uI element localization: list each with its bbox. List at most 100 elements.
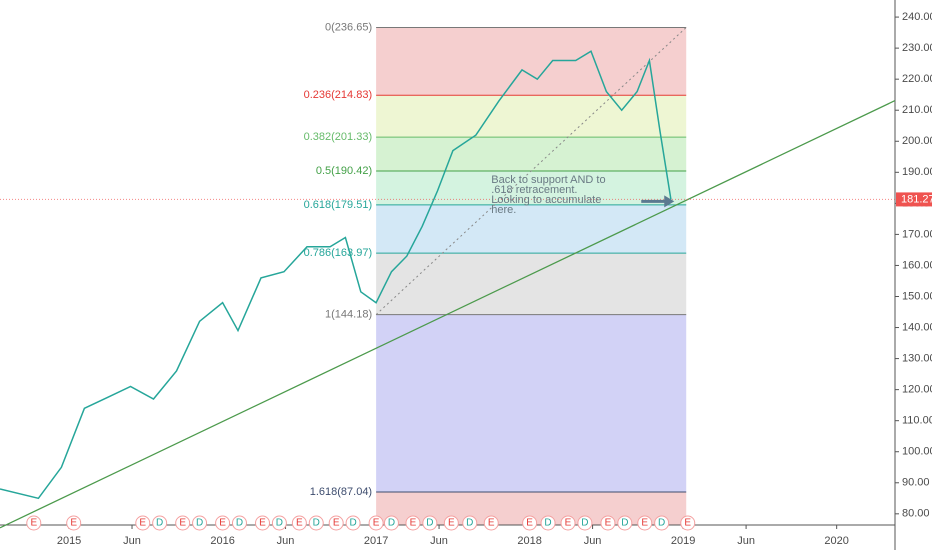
event-label: D bbox=[313, 518, 320, 529]
event-marker: E bbox=[135, 515, 151, 531]
event-circle bbox=[680, 515, 696, 531]
event-marker: E bbox=[600, 515, 616, 531]
event-circle bbox=[192, 515, 208, 531]
fib-label: 0.382(201.33) bbox=[304, 131, 373, 143]
y-tick-label: 100.00 bbox=[902, 446, 932, 458]
event-marker: E bbox=[26, 515, 42, 531]
y-tick-label: 190.00 bbox=[902, 166, 932, 178]
y-tick-label: 80.00 bbox=[902, 508, 930, 520]
event-circle bbox=[66, 515, 82, 531]
event-circle bbox=[215, 515, 231, 531]
fib-label: 1.618(87.04) bbox=[310, 486, 372, 498]
event-label: E bbox=[684, 518, 691, 529]
fib-band bbox=[376, 314, 687, 492]
event-label: D bbox=[658, 518, 665, 529]
y-tick-label: 200.00 bbox=[902, 135, 932, 147]
event-marker: D bbox=[540, 515, 556, 531]
event-circle bbox=[654, 515, 670, 531]
event-circle bbox=[328, 515, 344, 531]
event-marker: E bbox=[291, 515, 307, 531]
fib-band bbox=[376, 137, 687, 172]
y-tick-label: 230.00 bbox=[902, 42, 932, 54]
event-marker: E bbox=[175, 515, 191, 531]
y-tick-label: 220.00 bbox=[902, 73, 932, 85]
event-marker: D bbox=[654, 515, 670, 531]
x-tick-label: Jun bbox=[737, 535, 755, 547]
y-tick-label: 240.00 bbox=[902, 11, 932, 23]
x-tick-label: Jun bbox=[123, 535, 141, 547]
event-circle bbox=[255, 515, 271, 531]
event-marker: E bbox=[368, 515, 384, 531]
fib-label: 1(144.18) bbox=[325, 308, 372, 320]
x-tick-label: 2017 bbox=[364, 535, 388, 547]
event-label: D bbox=[388, 518, 395, 529]
price-line bbox=[0, 50, 672, 500]
trend-line bbox=[0, 100, 896, 529]
event-circle bbox=[637, 515, 653, 531]
event-label: E bbox=[219, 518, 226, 529]
fib-label: 0.5(190.42) bbox=[316, 165, 372, 177]
event-label: E bbox=[373, 518, 380, 529]
current-price-box bbox=[896, 192, 932, 207]
event-label: E bbox=[448, 518, 455, 529]
x-tick-label: Jun bbox=[430, 535, 448, 547]
event-marker: E bbox=[328, 515, 344, 531]
fib-band bbox=[376, 253, 687, 315]
fib-label: 0.618(179.51) bbox=[304, 199, 373, 211]
event-label: D bbox=[349, 518, 356, 529]
y-tick-label: 110.00 bbox=[902, 415, 932, 427]
x-tick-label: 2020 bbox=[824, 535, 848, 547]
annotation-arrow-head bbox=[664, 195, 675, 208]
event-circle bbox=[308, 515, 324, 531]
event-label: E bbox=[333, 518, 340, 529]
event-marker: E bbox=[215, 515, 231, 531]
event-circle bbox=[405, 515, 421, 531]
x-tick-label: 2015 bbox=[57, 535, 81, 547]
event-marker: E bbox=[560, 515, 576, 531]
event-circle bbox=[368, 515, 384, 531]
y-tick-label: 210.00 bbox=[902, 104, 932, 116]
event-marker: D bbox=[308, 515, 324, 531]
annotation-line: Looking to accumulate bbox=[491, 194, 601, 206]
annotation-line: Back to support AND to bbox=[491, 174, 605, 186]
event-circle bbox=[560, 515, 576, 531]
fib-label: 0(236.65) bbox=[325, 21, 372, 33]
event-label: E bbox=[139, 518, 146, 529]
event-circle bbox=[577, 515, 593, 531]
event-circle bbox=[540, 515, 556, 531]
event-label: E bbox=[296, 518, 303, 529]
event-marker: E bbox=[66, 515, 82, 531]
event-marker: D bbox=[462, 515, 478, 531]
event-label: D bbox=[426, 518, 433, 529]
y-tick-label: 150.00 bbox=[902, 290, 932, 302]
fib-label: 0.786(163.97) bbox=[304, 247, 373, 259]
fib-band bbox=[376, 95, 687, 138]
y-tick-label: 120.00 bbox=[902, 384, 932, 396]
event-circle bbox=[617, 515, 633, 531]
event-circle bbox=[462, 515, 478, 531]
event-label: D bbox=[581, 518, 588, 529]
event-label: E bbox=[565, 518, 572, 529]
event-marker: D bbox=[271, 515, 287, 531]
event-circle bbox=[291, 515, 307, 531]
annotation-line: here. bbox=[491, 204, 516, 216]
annotation-line: .618 retracement. bbox=[491, 184, 577, 196]
y-tick-label: 170.00 bbox=[902, 228, 932, 240]
event-label: E bbox=[259, 518, 266, 529]
event-label: E bbox=[605, 518, 612, 529]
event-circle bbox=[443, 515, 459, 531]
event-label: E bbox=[70, 518, 77, 529]
event-label: D bbox=[196, 518, 203, 529]
y-tick-label: 160.00 bbox=[902, 259, 932, 271]
y-tick-label: 140.00 bbox=[902, 321, 932, 333]
event-marker: D bbox=[422, 515, 438, 531]
event-marker: E bbox=[255, 515, 271, 531]
event-label: E bbox=[410, 518, 417, 529]
event-circle bbox=[135, 515, 151, 531]
event-marker: E bbox=[443, 515, 459, 531]
fib-label: 0.236(214.83) bbox=[304, 89, 373, 101]
event-label: E bbox=[30, 518, 37, 529]
x-tick-label: 2018 bbox=[517, 535, 541, 547]
y-tick-label: 130.00 bbox=[902, 352, 932, 364]
y-tick-label: 90.00 bbox=[902, 477, 930, 489]
